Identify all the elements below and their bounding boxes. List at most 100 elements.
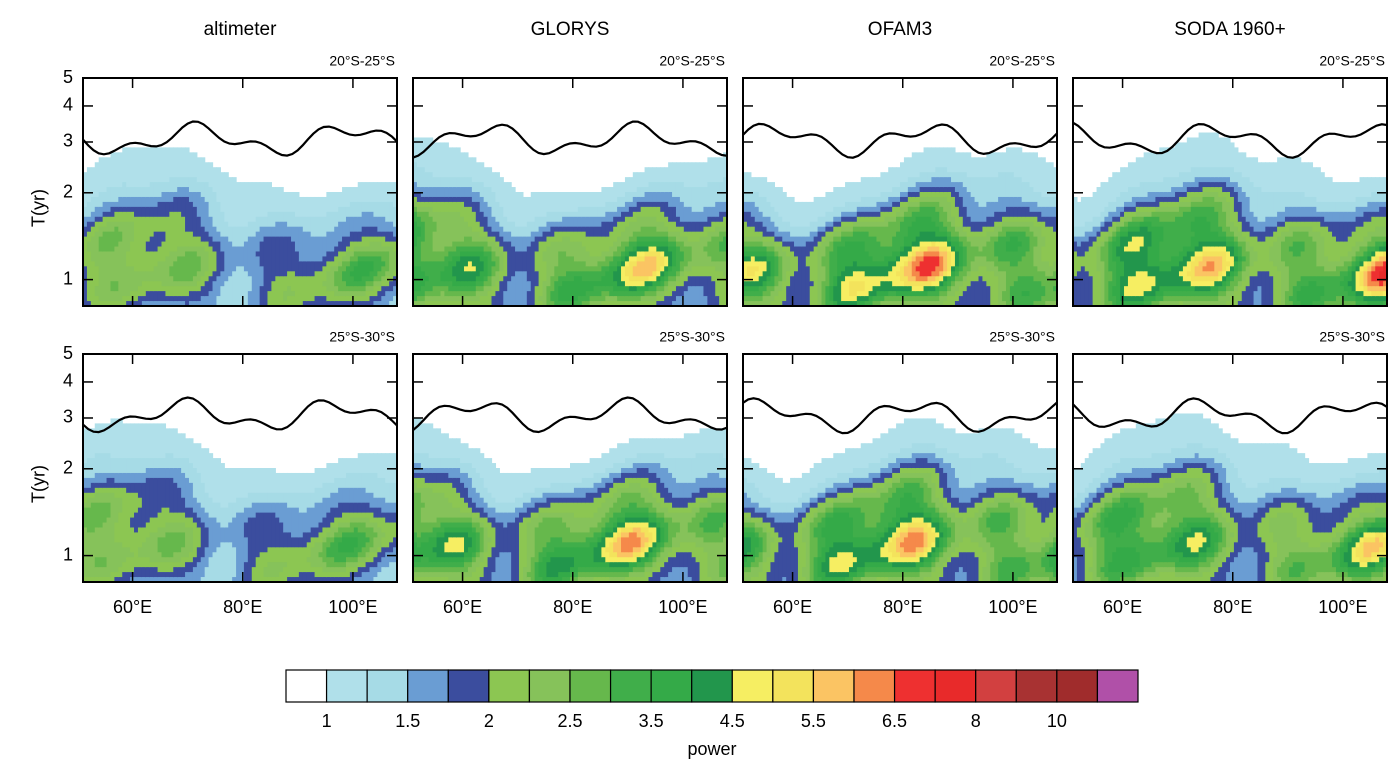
contour-cell: [860, 206, 866, 213]
contour-cell: [196, 192, 202, 218]
contour-cell: [636, 172, 642, 188]
contour-cell: [947, 231, 952, 238]
contour-cell: [546, 512, 551, 519]
contour-cell: [562, 192, 567, 213]
contour-cell: [353, 301, 359, 306]
contour-cell: [467, 522, 473, 529]
contour-cell: [165, 532, 170, 558]
contour-cell: [1116, 196, 1121, 208]
contour-cell: [907, 246, 913, 253]
contour-cell: [287, 492, 292, 509]
contour-cell: [994, 276, 999, 306]
contour-cell: [743, 172, 748, 193]
contour-cell: [381, 512, 386, 519]
contour-cell: [919, 281, 925, 287]
contour-cell: [452, 286, 457, 292]
contour-cell: [868, 236, 874, 258]
contour-cell: [224, 236, 229, 282]
contour-cell: [1292, 216, 1298, 223]
contour-cell: [935, 291, 940, 297]
contour-cell: [424, 557, 430, 568]
contour-cell: [1159, 226, 1164, 243]
contour-cell: [723, 152, 727, 178]
contour-cell: [330, 567, 335, 573]
contour-cell: [856, 291, 862, 297]
contour-cell: [570, 557, 575, 568]
contour-cell: [743, 192, 748, 203]
contour-cell: [884, 266, 889, 277]
contour-cell: [1335, 261, 1341, 267]
contour-cell: [750, 296, 756, 302]
contour-cell: [365, 201, 371, 213]
contour-cell: [1182, 142, 1188, 173]
contour-cell: [534, 216, 540, 233]
contour-cell: [247, 221, 253, 238]
contour-cell: [1206, 301, 1211, 306]
contour-cell: [310, 492, 316, 509]
contour-cell: [1124, 251, 1129, 287]
contour-cell: [1088, 246, 1094, 277]
contour-cell: [911, 206, 917, 213]
contour-cell: [538, 241, 544, 297]
contour-cell: [464, 472, 469, 489]
contour-cell: [577, 226, 583, 233]
contour-cell: [491, 172, 497, 193]
contour-cell: [888, 196, 893, 208]
contour-cell: [911, 187, 917, 193]
contour-cell: [110, 487, 115, 494]
contour-cell: [263, 216, 269, 228]
contour-cell: [1379, 301, 1384, 306]
contour-cell: [1375, 266, 1380, 282]
contour-cell: [342, 572, 347, 578]
contour-cell: [499, 246, 504, 253]
contour-cell: [954, 231, 960, 238]
contour-cell: [758, 236, 764, 243]
contour-cell: [1124, 296, 1129, 302]
contour-cell: [1096, 246, 1102, 272]
contour-cell: [554, 497, 559, 504]
contour-cell: [141, 206, 147, 218]
contour-cell: [177, 256, 182, 282]
panel-frame: [412, 77, 728, 307]
contour-cell: [1206, 167, 1211, 178]
contour-cell: [456, 201, 461, 213]
contour-cell: [283, 492, 288, 504]
contour-cell: [483, 296, 489, 306]
contour-cell: [515, 271, 520, 306]
contour-cell: [456, 557, 461, 563]
contour-cell: [876, 211, 881, 218]
contour-cell: [943, 296, 948, 302]
contour-cell: [860, 177, 866, 198]
contour-cell: [141, 301, 147, 306]
contour-cell: [1269, 261, 1274, 277]
contour-cell: [884, 256, 889, 267]
contour-cell: [1053, 286, 1057, 292]
contour-cell: [1135, 301, 1141, 306]
contour-cell: [134, 482, 139, 494]
contour-cell: [165, 286, 170, 297]
contour-cell: [652, 256, 657, 272]
contour-cell: [636, 201, 642, 213]
contour-cell: [915, 251, 921, 258]
contour-cell: [349, 522, 355, 534]
contour-cell: [786, 271, 791, 287]
contour-cell: [161, 527, 167, 538]
contour-cell: [495, 201, 500, 223]
contour-cell: [212, 167, 218, 193]
contour-cell: [377, 256, 382, 272]
contour-cell: [1202, 296, 1208, 302]
contour-cell: [1237, 286, 1243, 302]
contour-cell: [782, 221, 787, 233]
contour-cell: [896, 206, 901, 213]
contour-cell: [385, 251, 390, 272]
contour-cell: [349, 201, 355, 218]
contour-cell: [530, 517, 536, 558]
contour-cell: [762, 246, 768, 253]
contour-field: [83, 396, 397, 582]
contour-cell: [656, 201, 661, 208]
contour-cell: [428, 537, 434, 563]
contour-cell: [1292, 221, 1298, 228]
contour-cell: [126, 251, 131, 267]
contour-cell: [110, 216, 115, 223]
contour-cell: [141, 542, 147, 558]
